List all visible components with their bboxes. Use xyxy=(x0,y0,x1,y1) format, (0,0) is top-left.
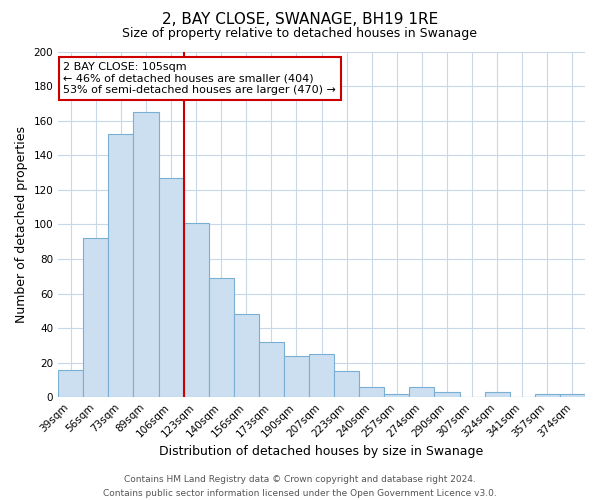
Text: Size of property relative to detached houses in Swanage: Size of property relative to detached ho… xyxy=(122,28,478,40)
Bar xyxy=(334,372,359,397)
Y-axis label: Number of detached properties: Number of detached properties xyxy=(15,126,28,323)
Bar xyxy=(184,222,209,397)
Text: 2 BAY CLOSE: 105sqm
← 46% of detached houses are smaller (404)
53% of semi-detac: 2 BAY CLOSE: 105sqm ← 46% of detached ho… xyxy=(64,62,337,95)
Bar xyxy=(284,356,309,397)
Bar xyxy=(58,370,83,397)
Bar xyxy=(234,314,259,397)
X-axis label: Distribution of detached houses by size in Swanage: Distribution of detached houses by size … xyxy=(160,444,484,458)
Bar xyxy=(359,387,385,397)
Bar xyxy=(309,354,334,397)
Bar xyxy=(385,394,409,397)
Bar xyxy=(560,394,585,397)
Bar xyxy=(409,387,434,397)
Bar xyxy=(109,134,133,397)
Text: 2, BAY CLOSE, SWANAGE, BH19 1RE: 2, BAY CLOSE, SWANAGE, BH19 1RE xyxy=(162,12,438,28)
Bar xyxy=(535,394,560,397)
Bar xyxy=(259,342,284,397)
Bar xyxy=(158,178,184,397)
Bar xyxy=(485,392,510,397)
Bar xyxy=(209,278,234,397)
Bar xyxy=(133,112,158,397)
Bar xyxy=(434,392,460,397)
Text: Contains HM Land Registry data © Crown copyright and database right 2024.
Contai: Contains HM Land Registry data © Crown c… xyxy=(103,476,497,498)
Bar xyxy=(83,238,109,397)
